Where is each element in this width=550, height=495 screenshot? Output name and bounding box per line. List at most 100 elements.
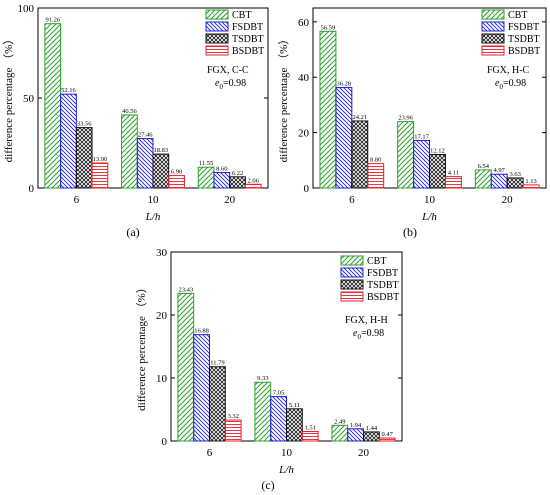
bar-cbt <box>178 293 194 441</box>
data-label: 3.63 <box>509 171 520 178</box>
x-tick-label: 20 <box>358 447 370 459</box>
legend-swatch-bsdbt <box>206 46 228 55</box>
y-tick-label: 40 <box>298 72 310 84</box>
legend-label: FSDBT <box>232 22 263 33</box>
data-label: 23.96 <box>398 115 413 122</box>
data-label: 12.12 <box>430 147 445 154</box>
x-tick-label: 6 <box>74 194 80 206</box>
bar-fsdbt <box>336 88 352 188</box>
annotation-line1: FGX, C-C <box>207 65 249 76</box>
panel-label: (a) <box>126 225 139 239</box>
x-tick-label: 10 <box>148 194 160 206</box>
legend-label: CBT <box>232 10 251 21</box>
legend-label: BSDBT <box>232 46 264 57</box>
bar-fsdbt <box>214 173 230 188</box>
y-tick-label: 0 <box>29 183 35 195</box>
bar-fsdbt <box>137 139 153 188</box>
bar-fsdbt <box>61 94 77 188</box>
data-label: 1.13 <box>525 178 536 185</box>
bar-cbt <box>45 24 61 188</box>
data-label: 23.43 <box>179 286 194 293</box>
bar-bsdbt <box>169 176 185 188</box>
y-tick-label: 50 <box>23 93 35 105</box>
y-tick-label: 20 <box>298 128 310 140</box>
y-tick-label: 0 <box>304 183 310 195</box>
x-tick-label: 10 <box>281 447 293 459</box>
legend-label: CBT <box>367 256 386 267</box>
data-label: 6.90 <box>171 169 182 176</box>
bar-bsdbt <box>245 184 261 188</box>
bar-fsdbt <box>414 140 430 188</box>
panel-label: (c) <box>261 478 274 492</box>
legend-label: CBT <box>508 10 527 21</box>
bar-tsdbt <box>352 121 368 188</box>
legend-swatch-fsdbt <box>482 22 504 31</box>
y-tick-label: 20 <box>156 310 168 322</box>
bar-cbt <box>122 115 138 188</box>
x-tick-label: 6 <box>349 194 355 206</box>
bar-fsdbt <box>194 335 210 441</box>
bar-cbt <box>255 382 271 441</box>
chart-panel-2: 0 20 40 60 difference percentage （%） 56.59 36.… <box>277 8 546 239</box>
bar-cbt <box>198 167 214 188</box>
annotation-line2: e0=0.98 <box>495 78 526 91</box>
annotation-line2: e0=0.98 <box>215 78 246 91</box>
data-label: 8.60 <box>216 166 227 173</box>
chart-panel-1: 0 50 100 difference percentage （%） 91.26 52.1… <box>2 3 268 239</box>
x-tick-label: 10 <box>424 194 436 206</box>
bar-tsdbt <box>210 367 226 441</box>
legend-swatch-bsdbt <box>341 292 363 301</box>
y-axis-label: difference percentage （%） <box>2 34 15 163</box>
bar-cbt <box>398 122 414 188</box>
y-tick-label: 30 <box>156 247 168 259</box>
x-tick-label: 20 <box>502 194 514 206</box>
data-label: 33.56 <box>77 121 92 128</box>
data-label: 1.44 <box>366 425 378 432</box>
legend-swatch-fsdbt <box>341 268 363 277</box>
legend-swatch-tsdbt <box>206 34 228 43</box>
bar-fsdbt <box>491 174 507 188</box>
bar-tsdbt <box>76 128 92 188</box>
legend-swatch-bsdbt <box>482 46 504 55</box>
data-label: 4.97 <box>494 167 506 174</box>
data-label: 40.56 <box>122 108 137 115</box>
bar-fsdbt <box>271 397 287 441</box>
bar-bsdbt <box>302 431 318 441</box>
panel-label: (b) <box>403 225 417 239</box>
data-label: 3.32 <box>227 413 238 420</box>
data-label: 11.55 <box>199 160 213 167</box>
bar-bsdbt <box>225 420 241 441</box>
legend-label: FSDBT <box>367 268 398 279</box>
data-label: 7.05 <box>273 390 284 397</box>
data-label: 24.21 <box>352 114 367 121</box>
annotation-line1: FGX, H-C <box>487 65 530 76</box>
chart-panel-3: 0 10 20 30 difference percentage （%） 23.43 16.… <box>135 247 402 492</box>
data-label: 36.28 <box>337 81 352 88</box>
bar-tsdbt <box>364 432 380 441</box>
legend-label: BSDBT <box>367 292 399 303</box>
data-label: 11.79 <box>210 360 224 367</box>
bar-bsdbt <box>92 163 108 188</box>
data-label: 13.90 <box>93 156 108 163</box>
bar-cbt <box>475 170 491 188</box>
bar-tsdbt <box>430 154 446 188</box>
data-label: 0.47 <box>381 431 393 438</box>
data-label: 52.16 <box>61 87 76 94</box>
data-label: 56.59 <box>321 24 336 31</box>
legend-label: FSDBT <box>508 22 539 33</box>
legend-swatch-cbt <box>341 256 363 265</box>
y-tick-label: 10 <box>156 373 168 385</box>
data-label: 91.26 <box>45 17 60 24</box>
legend-label: BSDBT <box>508 46 540 57</box>
bar-bsdbt <box>523 185 539 188</box>
data-label: 18.83 <box>154 147 169 154</box>
legend-label: TSDBT <box>367 280 399 291</box>
x-axis-label: L/h <box>145 211 161 223</box>
y-tick-label: 60 <box>298 17 310 29</box>
bar-tsdbt <box>507 178 523 188</box>
y-axis-label: difference percentage （%） <box>135 282 148 411</box>
data-label: 1.51 <box>304 424 315 431</box>
y-axis-label: difference percentage （%） <box>277 34 290 163</box>
data-label: 5.11 <box>289 402 300 409</box>
